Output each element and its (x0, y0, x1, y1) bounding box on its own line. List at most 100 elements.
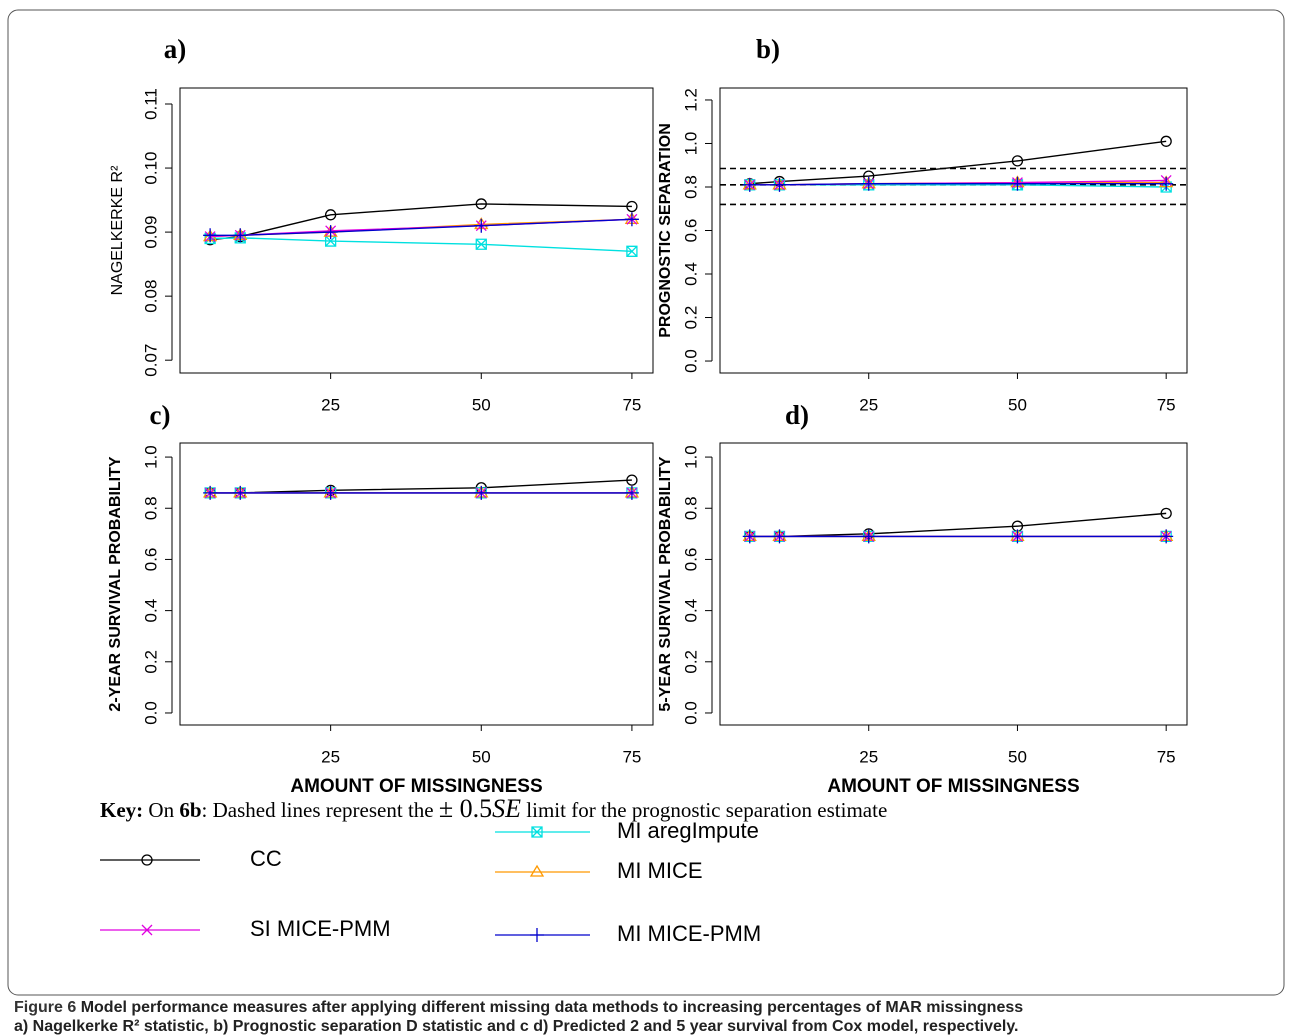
data-point (624, 485, 639, 500)
key-text: limit for the prognostic separation esti… (526, 798, 888, 822)
y-axis-label: NAGELKERKE R² (109, 165, 126, 295)
data-point (233, 228, 248, 243)
data-point (1010, 529, 1025, 544)
y-tick-label: 0.4 (681, 262, 700, 286)
x-tick-label: 50 (472, 747, 491, 766)
x-tick-label: 75 (1157, 747, 1176, 766)
data-point (861, 176, 876, 191)
marker-shape (772, 529, 787, 544)
legend-marker (530, 928, 544, 942)
data-point (626, 200, 638, 213)
x-tick-label: 25 (321, 395, 340, 414)
x-tick-label: 25 (321, 747, 340, 766)
data-point (474, 218, 489, 233)
y-tick-label: 1.0 (141, 445, 160, 469)
data-point (203, 228, 218, 243)
y-axis-label: 5-YEAR SURVIVAL PROBABILITY (657, 456, 674, 711)
x-tick-label: 50 (1008, 747, 1027, 766)
key-label: Key: (100, 798, 144, 822)
y-tick-label: 0.0 (681, 701, 700, 725)
panel-title: c) (150, 400, 171, 430)
series-line (210, 479, 632, 494)
marker-shape (323, 225, 338, 240)
key-figure: 6b (179, 798, 202, 822)
data-point (323, 225, 338, 240)
marker-shape (475, 238, 487, 250)
y-tick-label: 0.8 (681, 175, 700, 199)
y-tick-label: 0.07 (141, 344, 160, 377)
marker-shape (141, 924, 153, 936)
plot-box (719, 442, 1188, 726)
legend-label: SI MICE-PMM (250, 916, 391, 941)
y-tick-label: 0.6 (681, 219, 700, 243)
legend-label: CC (250, 846, 282, 871)
marker-shape (1010, 529, 1025, 544)
legend-label: MI aregImpute (617, 818, 759, 843)
legend-marker (141, 854, 153, 866)
data-point (1159, 529, 1174, 544)
data-point (323, 485, 338, 500)
marker-shape (626, 245, 638, 257)
panel-title: b) (756, 34, 780, 64)
y-tick-label: 0.08 (141, 280, 160, 313)
legend-marker (531, 826, 543, 838)
y-tick-label: 0.2 (681, 306, 700, 330)
x-axis-label: AMOUNT OF MISSINGNESS (290, 776, 542, 797)
caption: Figure 6 Model performance measures afte… (14, 998, 1023, 1036)
x-tick-label: 75 (1157, 395, 1176, 414)
y-tick-label: 0.10 (141, 152, 160, 185)
caption-line: a) Nagelkerke R² statistic, b) Prognosti… (14, 1018, 1019, 1035)
marker-shape (1159, 529, 1174, 544)
marker-shape (624, 485, 639, 500)
data-point (626, 245, 638, 257)
marker-shape (624, 212, 639, 227)
data-point (475, 238, 487, 250)
panel-title: a) (164, 34, 187, 64)
marker-shape (861, 176, 876, 191)
key-formula: ± 0.5 (438, 794, 493, 823)
marker-shape (626, 474, 638, 486)
y-tick-label: 1.0 (681, 445, 700, 469)
y-tick-label: 0.8 (681, 496, 700, 520)
data-point (626, 474, 638, 486)
marker-shape (772, 177, 787, 192)
marker-shape (203, 485, 218, 500)
x-axis-label: AMOUNT OF MISSINGNESS (827, 776, 1079, 797)
y-tick-label: 0.8 (141, 496, 160, 520)
plot-box (719, 87, 1188, 374)
data-point (1160, 135, 1172, 147)
key-text: : Dashed lines represent the (201, 798, 434, 822)
y-tick-label: 0.4 (141, 599, 160, 623)
marker-shape (626, 200, 638, 213)
marker-shape (531, 826, 543, 838)
data-point (474, 485, 489, 500)
marker-shape (742, 529, 757, 544)
y-tick-label: 0.0 (681, 349, 700, 373)
caption-figure: Figure 6 (14, 999, 77, 1016)
legend-marker (529, 864, 545, 877)
frame (7, 9, 1285, 996)
series-line (749, 140, 1167, 185)
series-line (210, 237, 632, 253)
plot-box (179, 442, 654, 726)
x-tick-label: 25 (859, 395, 878, 414)
marker-shape (141, 854, 153, 866)
data-point (742, 529, 757, 544)
x-tick-label: 75 (622, 747, 641, 766)
data-point (1160, 507, 1172, 520)
marker-shape (475, 198, 487, 210)
marker-shape (530, 928, 544, 942)
y-tick-label: 0.2 (141, 650, 160, 674)
data-point (772, 529, 787, 544)
marker-shape (233, 485, 248, 500)
marker-shape (1160, 135, 1172, 147)
marker-shape (1010, 176, 1025, 191)
data-point (475, 198, 487, 210)
data-point (1011, 155, 1024, 167)
series-line (749, 512, 1167, 538)
x-tick-label: 50 (472, 395, 491, 414)
data-point (203, 485, 218, 500)
legend-label: MI MICE (617, 858, 703, 883)
